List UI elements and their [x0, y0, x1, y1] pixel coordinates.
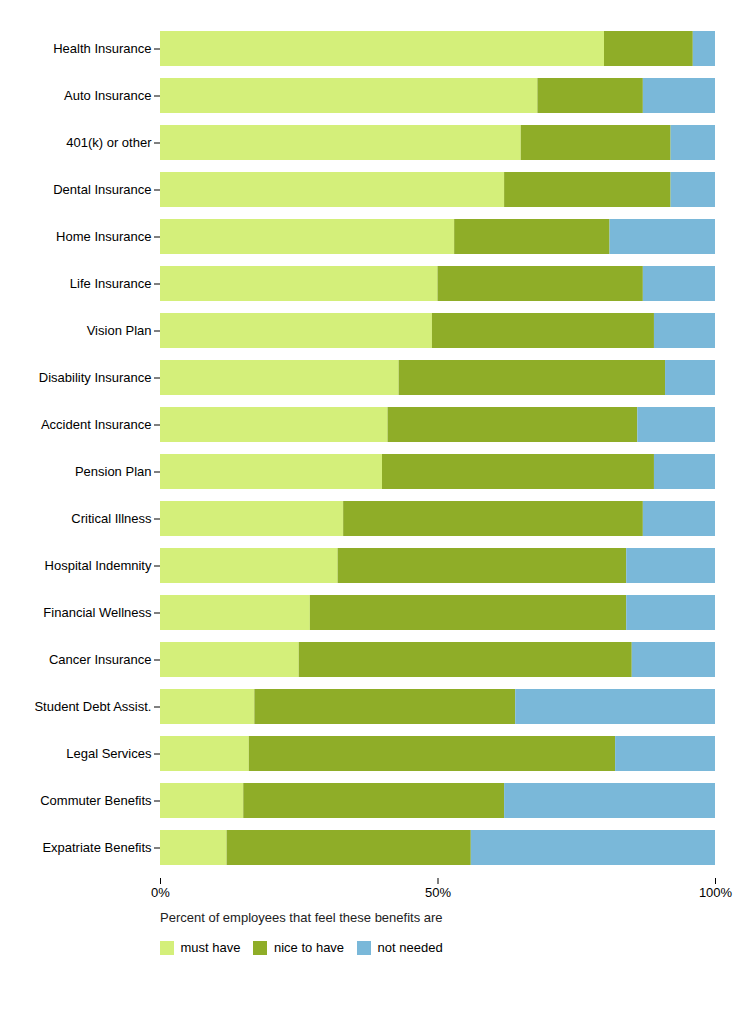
svg-text:Auto Insurance: Auto Insurance [64, 88, 151, 103]
svg-text:Home Insurance: Home Insurance [56, 229, 151, 244]
svg-text:Accident Insurance: Accident Insurance [41, 417, 152, 432]
svg-text:Hospital Indemnity: Hospital Indemnity [45, 558, 152, 573]
svg-text:Disability Insurance: Disability Insurance [39, 370, 152, 385]
html-text:Percent of employees that feel: Percent of employees that feel these ben… [160, 910, 443, 925]
svg-text:Dental Insurance: Dental Insurance [53, 182, 151, 197]
svg-text:Vision Plan: Vision Plan [87, 323, 152, 338]
html-text:nice to have: nice to have [274, 940, 345, 955]
html-text:not needed: not needed [377, 940, 443, 955]
html-text:must have: must have [180, 940, 241, 955]
svg-text:Critical Illness: Critical Illness [71, 511, 152, 526]
svg-text:Commuter Benefits: Commuter Benefits [40, 793, 152, 808]
svg-text:Legal Services: Legal Services [66, 746, 152, 761]
svg-text:Student Debt Assist.: Student Debt Assist. [34, 699, 151, 714]
svg-text:50%: 50% [425, 885, 451, 900]
svg-text:100%: 100% [699, 885, 733, 900]
svg-text:401(k) or other: 401(k) or other [66, 135, 152, 150]
svg-text:0%: 0% [151, 885, 170, 900]
svg-text:Health Insurance: Health Insurance [53, 41, 151, 56]
svg-text:Financial Wellness: Financial Wellness [43, 605, 152, 620]
svg-text:Cancer Insurance: Cancer Insurance [49, 652, 152, 667]
svg-text:Life Insurance: Life Insurance [70, 276, 152, 291]
svg-text:Expatriate Benefits: Expatriate Benefits [42, 840, 152, 855]
svg-text:Pension Plan: Pension Plan [75, 464, 152, 479]
